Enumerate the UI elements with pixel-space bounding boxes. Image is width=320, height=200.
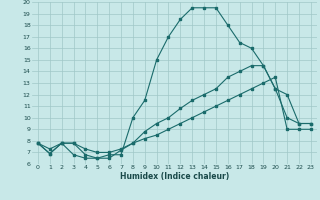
X-axis label: Humidex (Indice chaleur): Humidex (Indice chaleur) bbox=[120, 172, 229, 181]
